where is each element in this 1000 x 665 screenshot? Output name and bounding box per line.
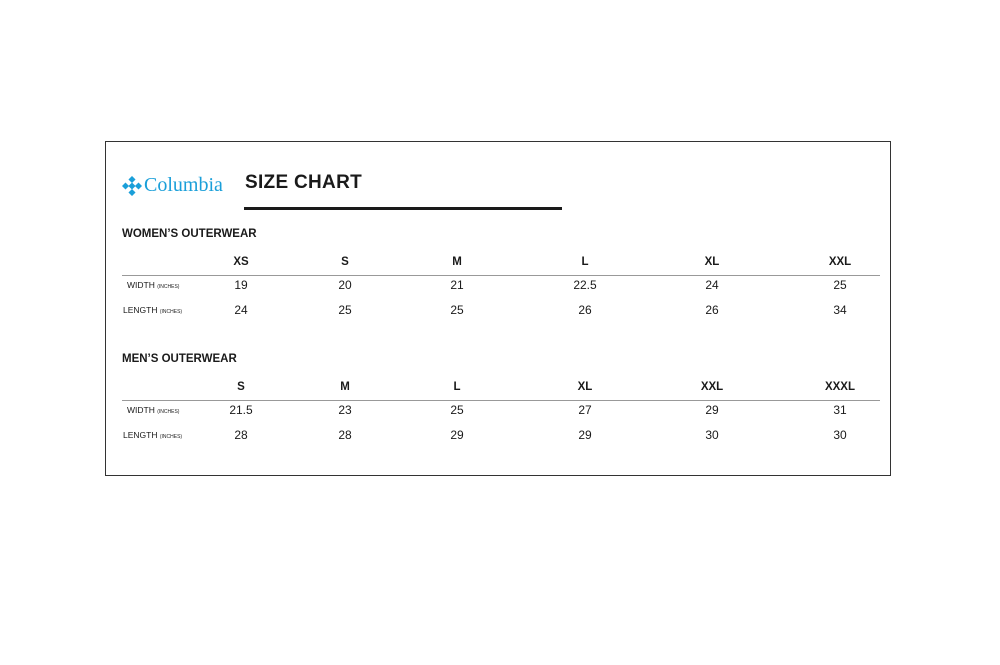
size-header: L — [453, 381, 461, 393]
measurement-value: 30 — [705, 428, 719, 442]
measurement-value: 31 — [833, 403, 847, 417]
size-header: XXXL — [824, 381, 856, 393]
measurement-value: 29 — [705, 403, 719, 417]
measurement-value: 27 — [578, 403, 592, 417]
columbia-diamond-icon — [122, 175, 142, 196]
unit-label: (INCHES) — [157, 409, 180, 415]
measurement-value: 29 — [578, 428, 592, 442]
size-header: L — [581, 256, 589, 268]
row-label: LENGTH (INCHES) — [123, 305, 182, 315]
title-underline — [244, 207, 562, 210]
section-heading: WOMEN’S OUTERWEAR — [122, 228, 257, 240]
size-header: XL — [577, 381, 593, 393]
brand-logo: Columbia — [122, 174, 223, 197]
table-row: LENGTH (INCHES) 24 25 25 26 26 34 — [122, 303, 880, 319]
measurement-value: 34 — [833, 303, 847, 317]
brand-name: Columbia — [144, 174, 223, 196]
row-label: WIDTH (INCHES) — [127, 405, 179, 415]
row-label: WIDTH (INCHES) — [127, 280, 179, 290]
measurement-value: 22.5 — [573, 278, 597, 292]
size-header: S — [237, 381, 245, 393]
measurement-value: 21.5 — [229, 403, 253, 417]
row-label: LENGTH (INCHES) — [123, 430, 182, 440]
measure-name: WIDTH — [127, 280, 155, 290]
measure-name: LENGTH — [123, 430, 158, 440]
table-row: WIDTH (INCHES) 21.5 23 25 27 29 31 — [122, 403, 880, 419]
table-row: LENGTH (INCHES) 28 28 29 29 30 30 — [122, 428, 880, 444]
measurement-value: 30 — [833, 428, 847, 442]
unit-label: (INCHES) — [157, 284, 180, 290]
measurement-value: 24 — [705, 278, 719, 292]
measurement-value: 20 — [338, 278, 352, 292]
measurement-value: 23 — [338, 403, 352, 417]
size-header: S — [341, 256, 349, 268]
size-header: XXL — [700, 381, 724, 393]
size-header: M — [452, 256, 462, 268]
measurement-value: 19 — [234, 278, 248, 292]
measurement-value: 26 — [705, 303, 719, 317]
size-header: XXL — [828, 256, 852, 268]
measurement-value: 21 — [450, 278, 464, 292]
measurement-value: 26 — [578, 303, 592, 317]
measure-name: LENGTH — [123, 305, 158, 315]
measurement-value: 29 — [450, 428, 464, 442]
measurement-value: 25 — [450, 403, 464, 417]
size-header-row: S M L XL XXL XXXL — [122, 380, 880, 401]
measurement-value: 25 — [338, 303, 352, 317]
section-heading: MEN’S OUTERWEAR — [122, 353, 237, 365]
size-header-row: XS S M L XL XXL — [122, 255, 880, 276]
page-title: SIZE CHART — [245, 172, 362, 193]
size-chart-frame — [105, 141, 891, 476]
table-row: WIDTH (INCHES) 19 20 21 22.5 24 25 — [122, 278, 880, 294]
size-header: M — [340, 381, 350, 393]
measure-name: WIDTH — [127, 405, 155, 415]
measurement-value: 28 — [234, 428, 248, 442]
unit-label: (INCHES) — [159, 309, 183, 315]
unit-label: (INCHES) — [159, 434, 183, 440]
measurement-value: 25 — [833, 278, 847, 292]
size-header: XS — [233, 256, 249, 268]
measurement-value: 24 — [234, 303, 248, 317]
measurement-value: 25 — [450, 303, 464, 317]
size-header: XL — [704, 256, 720, 268]
measurement-value: 28 — [338, 428, 352, 442]
